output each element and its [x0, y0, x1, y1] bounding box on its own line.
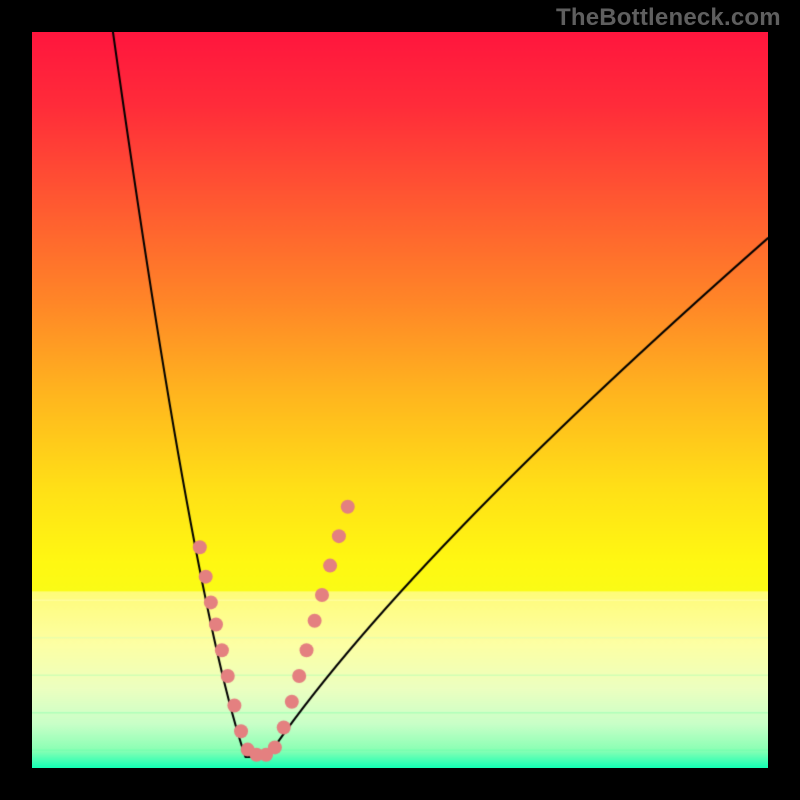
watermark-text: TheBottleneck.com	[556, 4, 781, 32]
chart-canvas	[32, 32, 768, 768]
plot-area	[32, 32, 768, 768]
chart-stage: TheBottleneck.com	[0, 0, 800, 800]
